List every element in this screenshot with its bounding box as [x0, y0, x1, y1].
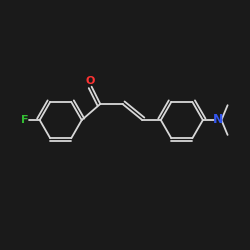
Text: O: O: [86, 76, 95, 86]
Text: F: F: [21, 115, 28, 125]
Text: N: N: [213, 113, 224, 126]
